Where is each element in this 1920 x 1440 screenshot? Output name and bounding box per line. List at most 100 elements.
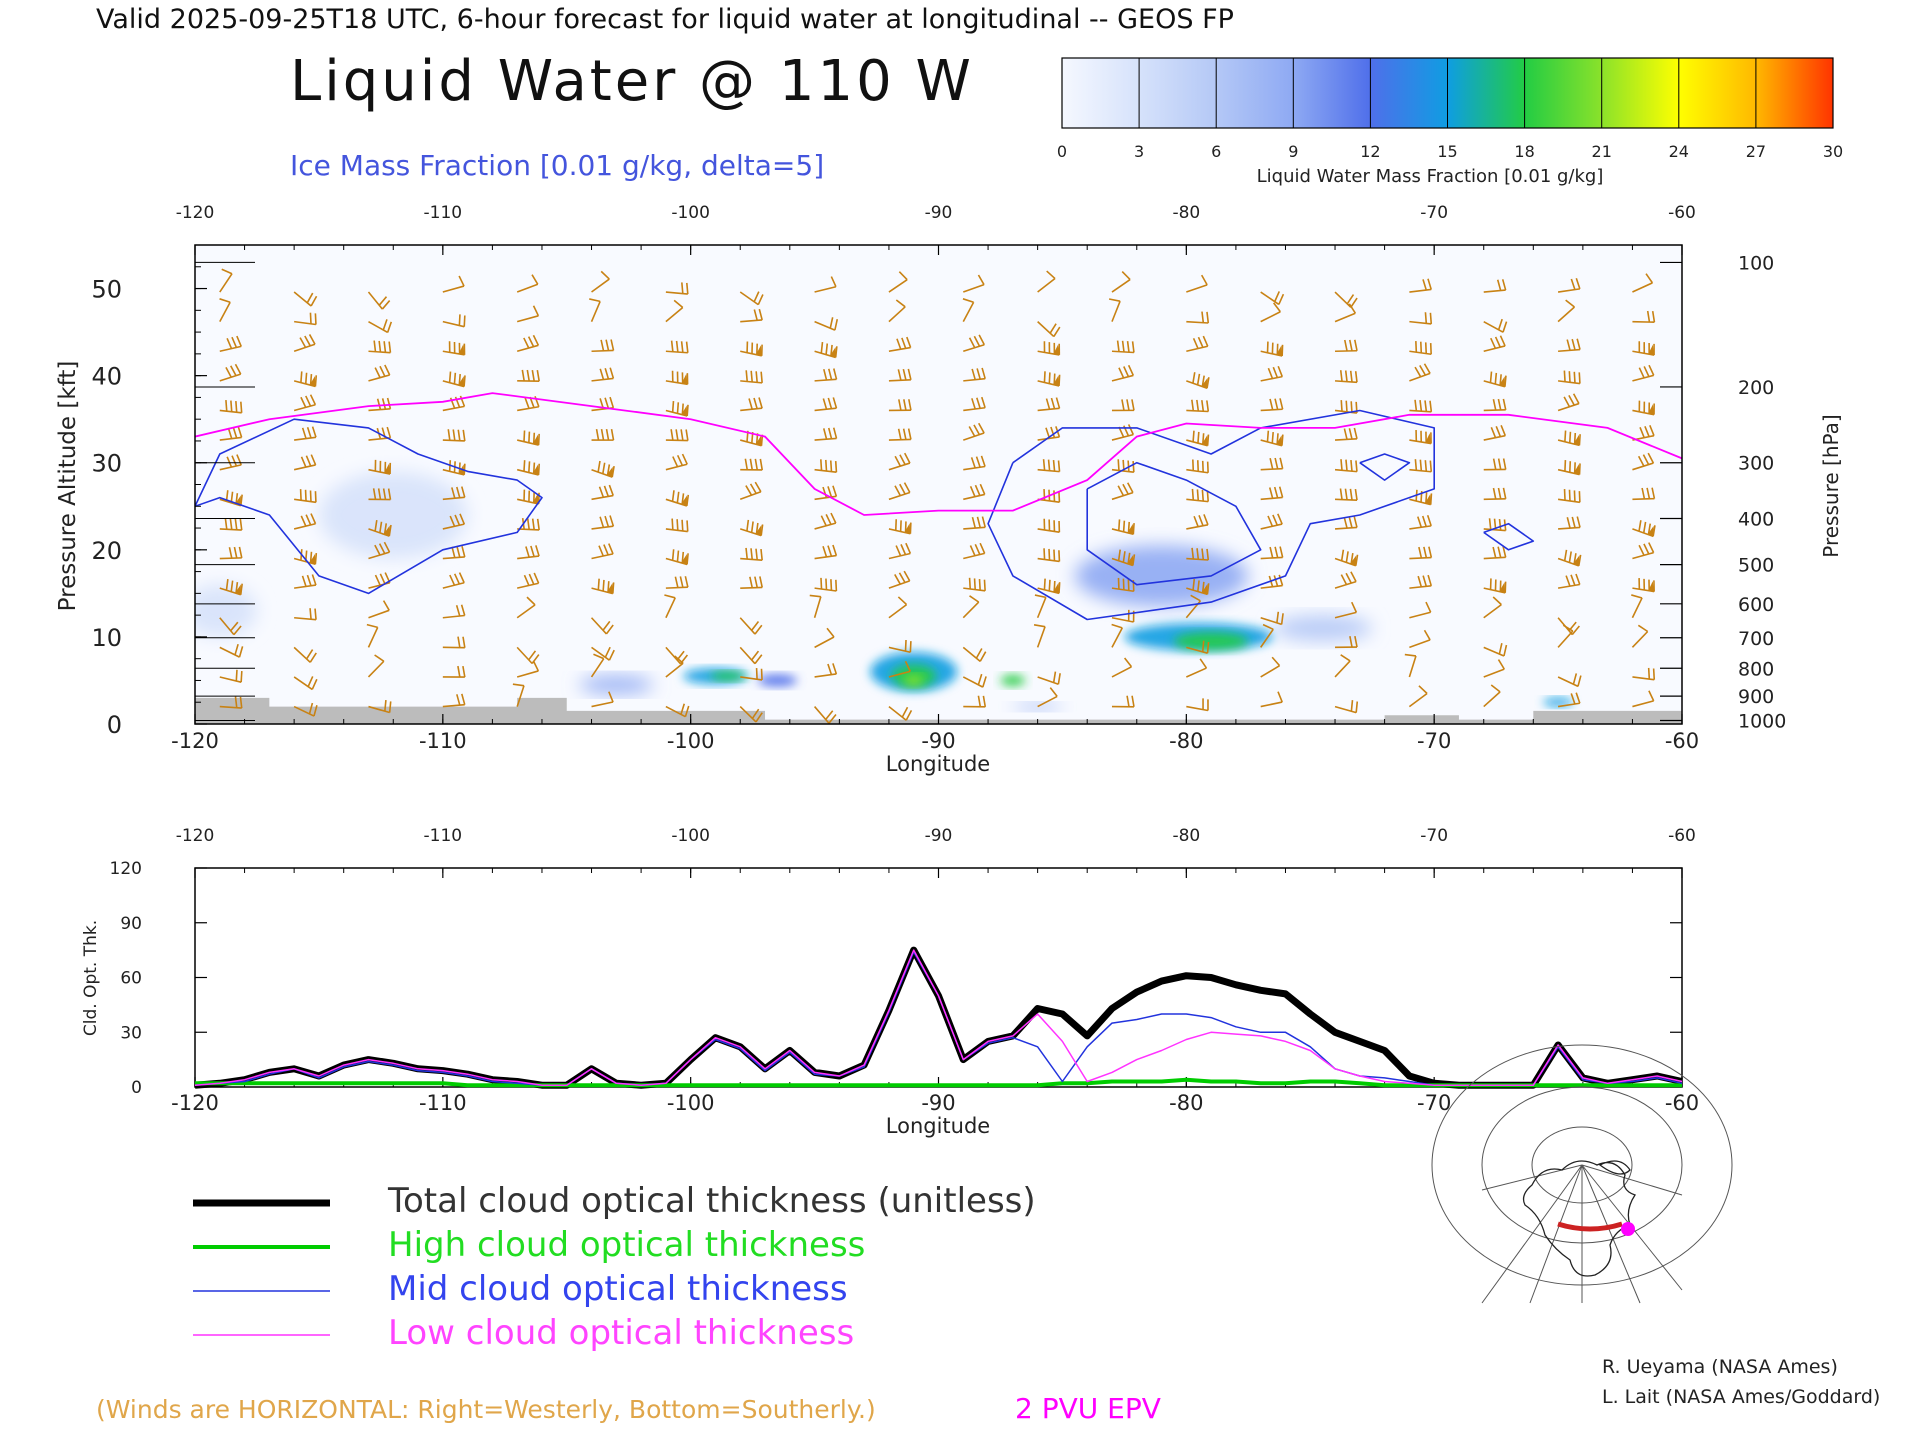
legend-label: Total cloud optical thickness (unitless) [387,1181,1036,1221]
colorbar-tick-label: 3 [1134,142,1144,161]
wind-barb [814,397,838,412]
wind-barb [219,335,242,353]
wind-barb [293,371,318,388]
wind-barb [1557,393,1580,412]
pressure-tick-label: 800 [1738,658,1774,680]
colorbar-tick-label: 24 [1669,142,1689,161]
ice-contours [195,409,1535,621]
colorbar-tick-label: 0 [1057,142,1067,161]
wind-barb [888,705,913,721]
legend-label: Mid cloud optical thickness [388,1269,848,1309]
ot-y-tick-label: 60 [120,969,142,989]
ot-x-tick-label-top: -100 [671,826,710,846]
wind-barb [963,483,986,501]
wind-barb [219,617,242,636]
wind-barb [1483,279,1507,293]
wind-barb [219,696,243,709]
x-tick-label: -120 [171,729,219,753]
y-tick-label: 20 [91,537,122,565]
wind-barb [814,663,838,678]
x-tick-label-top: -110 [424,203,463,223]
wind-barb [740,668,763,681]
wind-barb [1557,673,1582,688]
wind-barb [1632,578,1655,593]
wind-barb [1483,659,1505,678]
colorbar-tick-label: 21 [1592,142,1612,161]
wind-barb [591,578,615,595]
y-tick-label: 40 [91,363,122,391]
wind-barb [1409,399,1433,413]
ot-y-tick-label: 120 [110,859,142,879]
wind-barb [1632,400,1655,416]
wind-barb [740,397,763,412]
ice-contour [1483,522,1535,551]
wind-barb [442,429,466,442]
wind-barb [1632,341,1655,356]
wind-barb [740,341,763,357]
ot-x-tick-label: -120 [171,1091,219,1115]
wind-barb [888,368,912,382]
wind-barb [888,596,908,619]
wind-barb [1334,549,1359,567]
liquid-water-cell [1273,615,1373,642]
wind-barb [1483,425,1507,441]
wind-barb [367,291,391,310]
ot-x-tick-label: -60 [1665,1091,1699,1115]
wind-barb [368,319,393,334]
wind-barb [963,367,986,382]
wind-barb [1260,341,1284,357]
inset-map [1431,1044,1733,1304]
wind-barb [1334,459,1358,473]
wind-barb [1260,623,1274,648]
wind-barb [1483,398,1507,412]
legend-label: High cloud optical thickness [388,1225,865,1265]
wind-barb [665,549,689,566]
wind-barb [888,639,912,654]
wind-barb [740,458,764,471]
credit-1: R. Ueyama (NASA Ames) [1602,1356,1838,1378]
wind-barb [591,515,615,530]
cross-section-panel: -120 -120 -110 -110 -100 -100 -90 -90 -80 -80 -70 -… [55,203,1843,776]
valid-line: Valid 2025-09-25T18 UTC, 6-hour forecast… [96,4,1234,35]
wind-barb [590,617,614,635]
liquid-water-cell [1000,674,1026,687]
ot-x-tick-label: -80 [1169,1091,1203,1115]
wind-barb [1260,691,1283,708]
wind-barb [1037,687,1058,708]
wind-barb [516,646,540,665]
wind-barb [293,702,318,717]
wind-barb [814,544,838,560]
wind-barb [665,429,689,442]
wind-barb [368,340,392,354]
wind-barb [962,673,987,688]
wind-barb [665,576,689,589]
ice-contour [987,409,1435,621]
wind-barb [367,654,385,678]
wind-barb [1557,692,1581,708]
wind-barb [1108,298,1121,322]
wind-barb [1037,459,1061,473]
wind-barb [1483,642,1508,657]
colorbar-tick-label: 9 [1288,142,1298,161]
wind-barb [814,368,838,382]
wind-barb [590,653,605,678]
wind-barb [1037,270,1056,293]
wind-barb [814,276,837,293]
wind-barb [1335,339,1358,353]
wind-barb [1334,400,1358,414]
wind-barb [1186,430,1210,447]
ice-contour [1086,461,1262,586]
wind-barb [1260,546,1284,560]
legend-label: Low cloud optical thickness [388,1313,854,1353]
wind-barb [1111,459,1135,474]
wind-barb [591,646,615,661]
wind-barb [665,299,684,323]
ot-series-line-3 [194,949,1683,1086]
wind-barb [665,490,690,507]
optical-thickness-panel: -120 -120 -110 -110 -100 -100 -90 -90 -80 -80 -70 -… [81,826,1699,1138]
wind-barb [1111,271,1131,293]
wind-barb [1558,516,1581,530]
wind-barb [442,314,466,328]
wind-barb [294,608,317,621]
